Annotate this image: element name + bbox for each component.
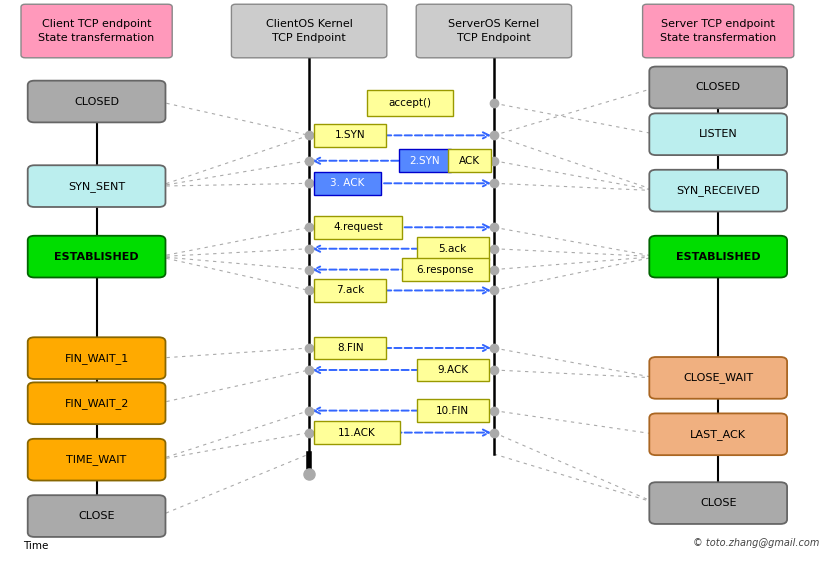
Text: 6.response: 6.response: [417, 265, 474, 275]
FancyBboxPatch shape: [28, 165, 165, 207]
FancyBboxPatch shape: [649, 67, 787, 108]
FancyBboxPatch shape: [417, 237, 489, 260]
Text: ClientOS Kernel
TCP Endpoint: ClientOS Kernel TCP Endpoint: [265, 19, 353, 43]
FancyBboxPatch shape: [402, 258, 489, 281]
Text: 11.ACK: 11.ACK: [339, 428, 375, 438]
FancyBboxPatch shape: [649, 113, 787, 155]
FancyBboxPatch shape: [417, 5, 571, 58]
Text: TIME_WAIT: TIME_WAIT: [66, 454, 127, 465]
FancyBboxPatch shape: [399, 149, 451, 172]
Text: ESTABLISHED: ESTABLISHED: [55, 252, 139, 262]
FancyBboxPatch shape: [314, 279, 386, 302]
Text: 7.ack: 7.ack: [336, 285, 365, 296]
FancyBboxPatch shape: [417, 399, 489, 422]
FancyBboxPatch shape: [649, 482, 787, 524]
FancyBboxPatch shape: [28, 439, 165, 481]
Text: accept(): accept(): [388, 98, 432, 108]
Text: 8.FIN: 8.FIN: [337, 343, 364, 353]
FancyBboxPatch shape: [28, 337, 165, 379]
Text: Client TCP endpoint
State transfermation: Client TCP endpoint State transfermation: [39, 19, 155, 43]
FancyBboxPatch shape: [417, 359, 489, 381]
Text: SYN_RECEIVED: SYN_RECEIVED: [676, 185, 760, 196]
FancyBboxPatch shape: [649, 170, 787, 212]
FancyBboxPatch shape: [28, 495, 165, 537]
FancyBboxPatch shape: [448, 149, 491, 172]
FancyBboxPatch shape: [367, 90, 453, 116]
FancyBboxPatch shape: [649, 357, 787, 399]
Text: CLOSED: CLOSED: [74, 96, 119, 107]
Text: CLOSE: CLOSE: [78, 511, 115, 521]
Text: 10.FIN: 10.FIN: [436, 406, 470, 416]
Text: FIN_WAIT_2: FIN_WAIT_2: [65, 398, 129, 409]
FancyBboxPatch shape: [649, 236, 787, 277]
FancyBboxPatch shape: [314, 172, 381, 195]
FancyBboxPatch shape: [28, 81, 165, 122]
FancyBboxPatch shape: [231, 5, 386, 58]
FancyBboxPatch shape: [314, 421, 400, 444]
Text: © toto.zhang@gmail.com: © toto.zhang@gmail.com: [693, 538, 819, 548]
Text: SYN_SENT: SYN_SENT: [68, 180, 125, 192]
Text: ESTABLISHED: ESTABLISHED: [676, 252, 760, 262]
Text: 5.ack: 5.ack: [438, 244, 467, 254]
Text: 4.request: 4.request: [333, 222, 383, 232]
Text: LAST_ACK: LAST_ACK: [690, 429, 746, 440]
FancyBboxPatch shape: [649, 413, 787, 455]
Text: 3. ACK: 3. ACK: [330, 178, 365, 188]
FancyBboxPatch shape: [314, 216, 402, 239]
FancyBboxPatch shape: [28, 236, 165, 277]
FancyBboxPatch shape: [21, 5, 172, 58]
Text: Server TCP endpoint
State transfermation: Server TCP endpoint State transfermation: [660, 19, 776, 43]
Text: CLOSE: CLOSE: [700, 498, 737, 508]
FancyBboxPatch shape: [643, 5, 794, 58]
Text: 9.ACK: 9.ACK: [437, 365, 469, 375]
Text: CLOSE_WAIT: CLOSE_WAIT: [683, 372, 753, 384]
Text: 1.SYN: 1.SYN: [335, 130, 365, 140]
Text: CLOSED: CLOSED: [696, 82, 741, 92]
Text: ServerOS Kernel
TCP Endpoint: ServerOS Kernel TCP Endpoint: [449, 19, 539, 43]
FancyBboxPatch shape: [314, 337, 386, 359]
Text: FIN_WAIT_1: FIN_WAIT_1: [65, 352, 129, 364]
Text: LISTEN: LISTEN: [699, 129, 738, 139]
Text: 2.SYN: 2.SYN: [410, 156, 440, 166]
FancyBboxPatch shape: [28, 382, 165, 424]
FancyBboxPatch shape: [314, 124, 386, 147]
Text: Time: Time: [23, 541, 48, 552]
Text: ACK: ACK: [459, 156, 480, 166]
